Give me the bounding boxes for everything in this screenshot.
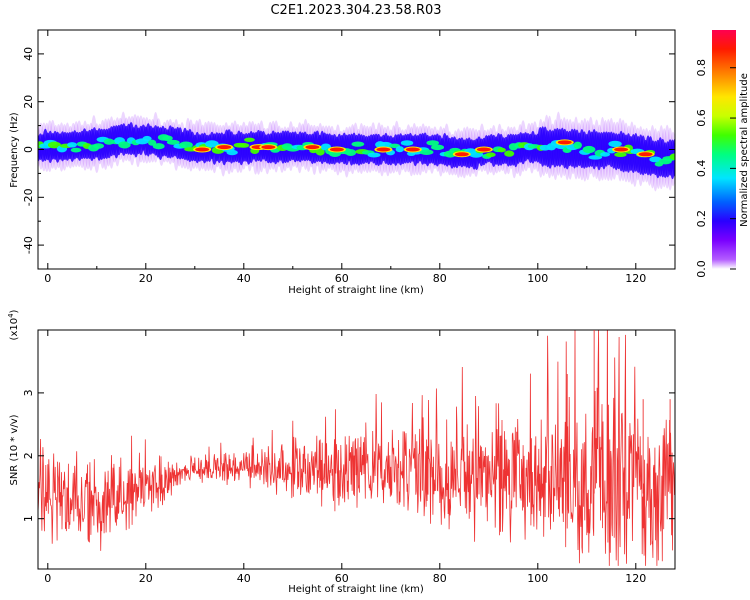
y-tick-label: 2 [22, 452, 35, 459]
band-blob [67, 142, 77, 148]
band-blob [504, 150, 515, 157]
band-peak [329, 147, 344, 152]
band-blob [142, 135, 152, 142]
band-blob [205, 140, 219, 148]
band-blob [238, 143, 250, 148]
band-peak [305, 145, 320, 150]
x-tick-label: 0 [44, 272, 51, 285]
band-blob [400, 140, 414, 146]
snr-panel: 0 20 40 60 80 100 120 1 2 3 Height of straight li… [7, 309, 676, 595]
x-tick-label: 100 [527, 572, 548, 585]
band-blob [244, 137, 255, 143]
x-tick-label: 60 [335, 272, 349, 285]
colorbar-gradient [712, 30, 736, 269]
band-blob [395, 146, 404, 153]
band-peak [376, 147, 391, 152]
spectrogram-ylabel: Frequency (Hz) [9, 112, 20, 188]
band-blob [152, 143, 165, 150]
band-blob [162, 135, 173, 142]
y-tick-label: 1 [22, 515, 35, 522]
band-blob [582, 145, 596, 154]
y-tick-label: 40 [22, 47, 35, 61]
band-peak [217, 145, 232, 150]
colorbar-tick-label: 0.2 [695, 210, 708, 228]
x-tick-label: 40 [237, 572, 251, 585]
colorbar-tick-label: 0.6 [695, 109, 708, 127]
band-blob [166, 139, 180, 145]
band-blob [118, 141, 131, 149]
y-tick-label: -20 [22, 188, 35, 206]
x-tick-label: 80 [433, 572, 447, 585]
y-tick-label: 0 [22, 146, 35, 153]
x-tick-label: 120 [625, 572, 646, 585]
colorbar: 0.0 0.2 0.4 0.6 0.8 Normalized spectral ampl… [695, 30, 750, 278]
band-peak [557, 140, 572, 145]
y-tick-label: 3 [22, 389, 35, 396]
band-blob [497, 147, 506, 153]
band-blob [485, 152, 496, 158]
band-blob [367, 152, 381, 158]
x-tick-label: 20 [139, 272, 153, 285]
band-blob [419, 149, 434, 156]
band-blob [47, 141, 62, 149]
band-blob [614, 152, 627, 158]
snr-series-line [38, 330, 675, 566]
band-blob [600, 152, 611, 157]
band-blob [179, 141, 193, 149]
x-tick-label: 100 [527, 272, 548, 285]
spectrogram-band [38, 111, 675, 192]
band-peak [261, 145, 276, 150]
band-blob [669, 153, 675, 160]
band-peak [454, 152, 469, 157]
colorbar-tick-label: 0.8 [695, 59, 708, 77]
band-blob [649, 156, 662, 163]
x-tick-label: 80 [433, 272, 447, 285]
spectrogram-panel: 0 20 40 60 80 100 120 40 20 0 -20 -40 Height of str… [9, 29, 676, 296]
band-blob [351, 141, 365, 147]
x-tick-label: 40 [237, 272, 251, 285]
x-tick-label: 0 [44, 572, 51, 585]
band-blob [345, 149, 357, 156]
band-peak [638, 152, 653, 157]
band-peak [476, 147, 491, 152]
band-blob [226, 149, 238, 156]
colorbar-tick-label: 0.0 [695, 260, 708, 278]
band-peak [405, 147, 420, 152]
snr-ticks: 0 20 40 60 80 100 120 1 2 3 [22, 330, 675, 585]
snr-ylabel: SNR (10 * v/v) [9, 414, 20, 485]
colorbar-ticks: 0.0 0.2 0.4 0.6 0.8 [695, 59, 736, 278]
spectrogram-ticks: 0 20 40 60 80 100 120 40 20 0 -20 -40 [22, 30, 675, 285]
band-blob [92, 143, 105, 149]
band-peak [195, 147, 210, 152]
colorbar-tick-label: 0.4 [695, 160, 708, 178]
band-blob [430, 144, 445, 151]
band-blob [573, 141, 582, 149]
spectrogram-xlabel: Height of straight line (km) [288, 285, 424, 296]
x-tick-label: 20 [139, 572, 153, 585]
x-tick-label: 120 [625, 272, 646, 285]
chart-title: C2E1.2023.304.23.58.R03 [270, 3, 441, 18]
band-blob [608, 140, 622, 148]
y-tick-label: -40 [22, 236, 35, 254]
snr-multiplier: (x104) [7, 309, 20, 340]
band-peak [614, 147, 629, 152]
snr-frame [37, 329, 676, 570]
band-blob [103, 138, 115, 145]
x-tick-label: 60 [335, 572, 349, 585]
snr-xlabel: Height of straight line (km) [288, 584, 424, 595]
colorbar-label: Normalized spectral amplitude [739, 73, 750, 227]
band-blob [70, 147, 82, 153]
band-blob [315, 148, 325, 156]
band-blob [426, 140, 439, 146]
y-tick-label: 20 [22, 95, 35, 109]
